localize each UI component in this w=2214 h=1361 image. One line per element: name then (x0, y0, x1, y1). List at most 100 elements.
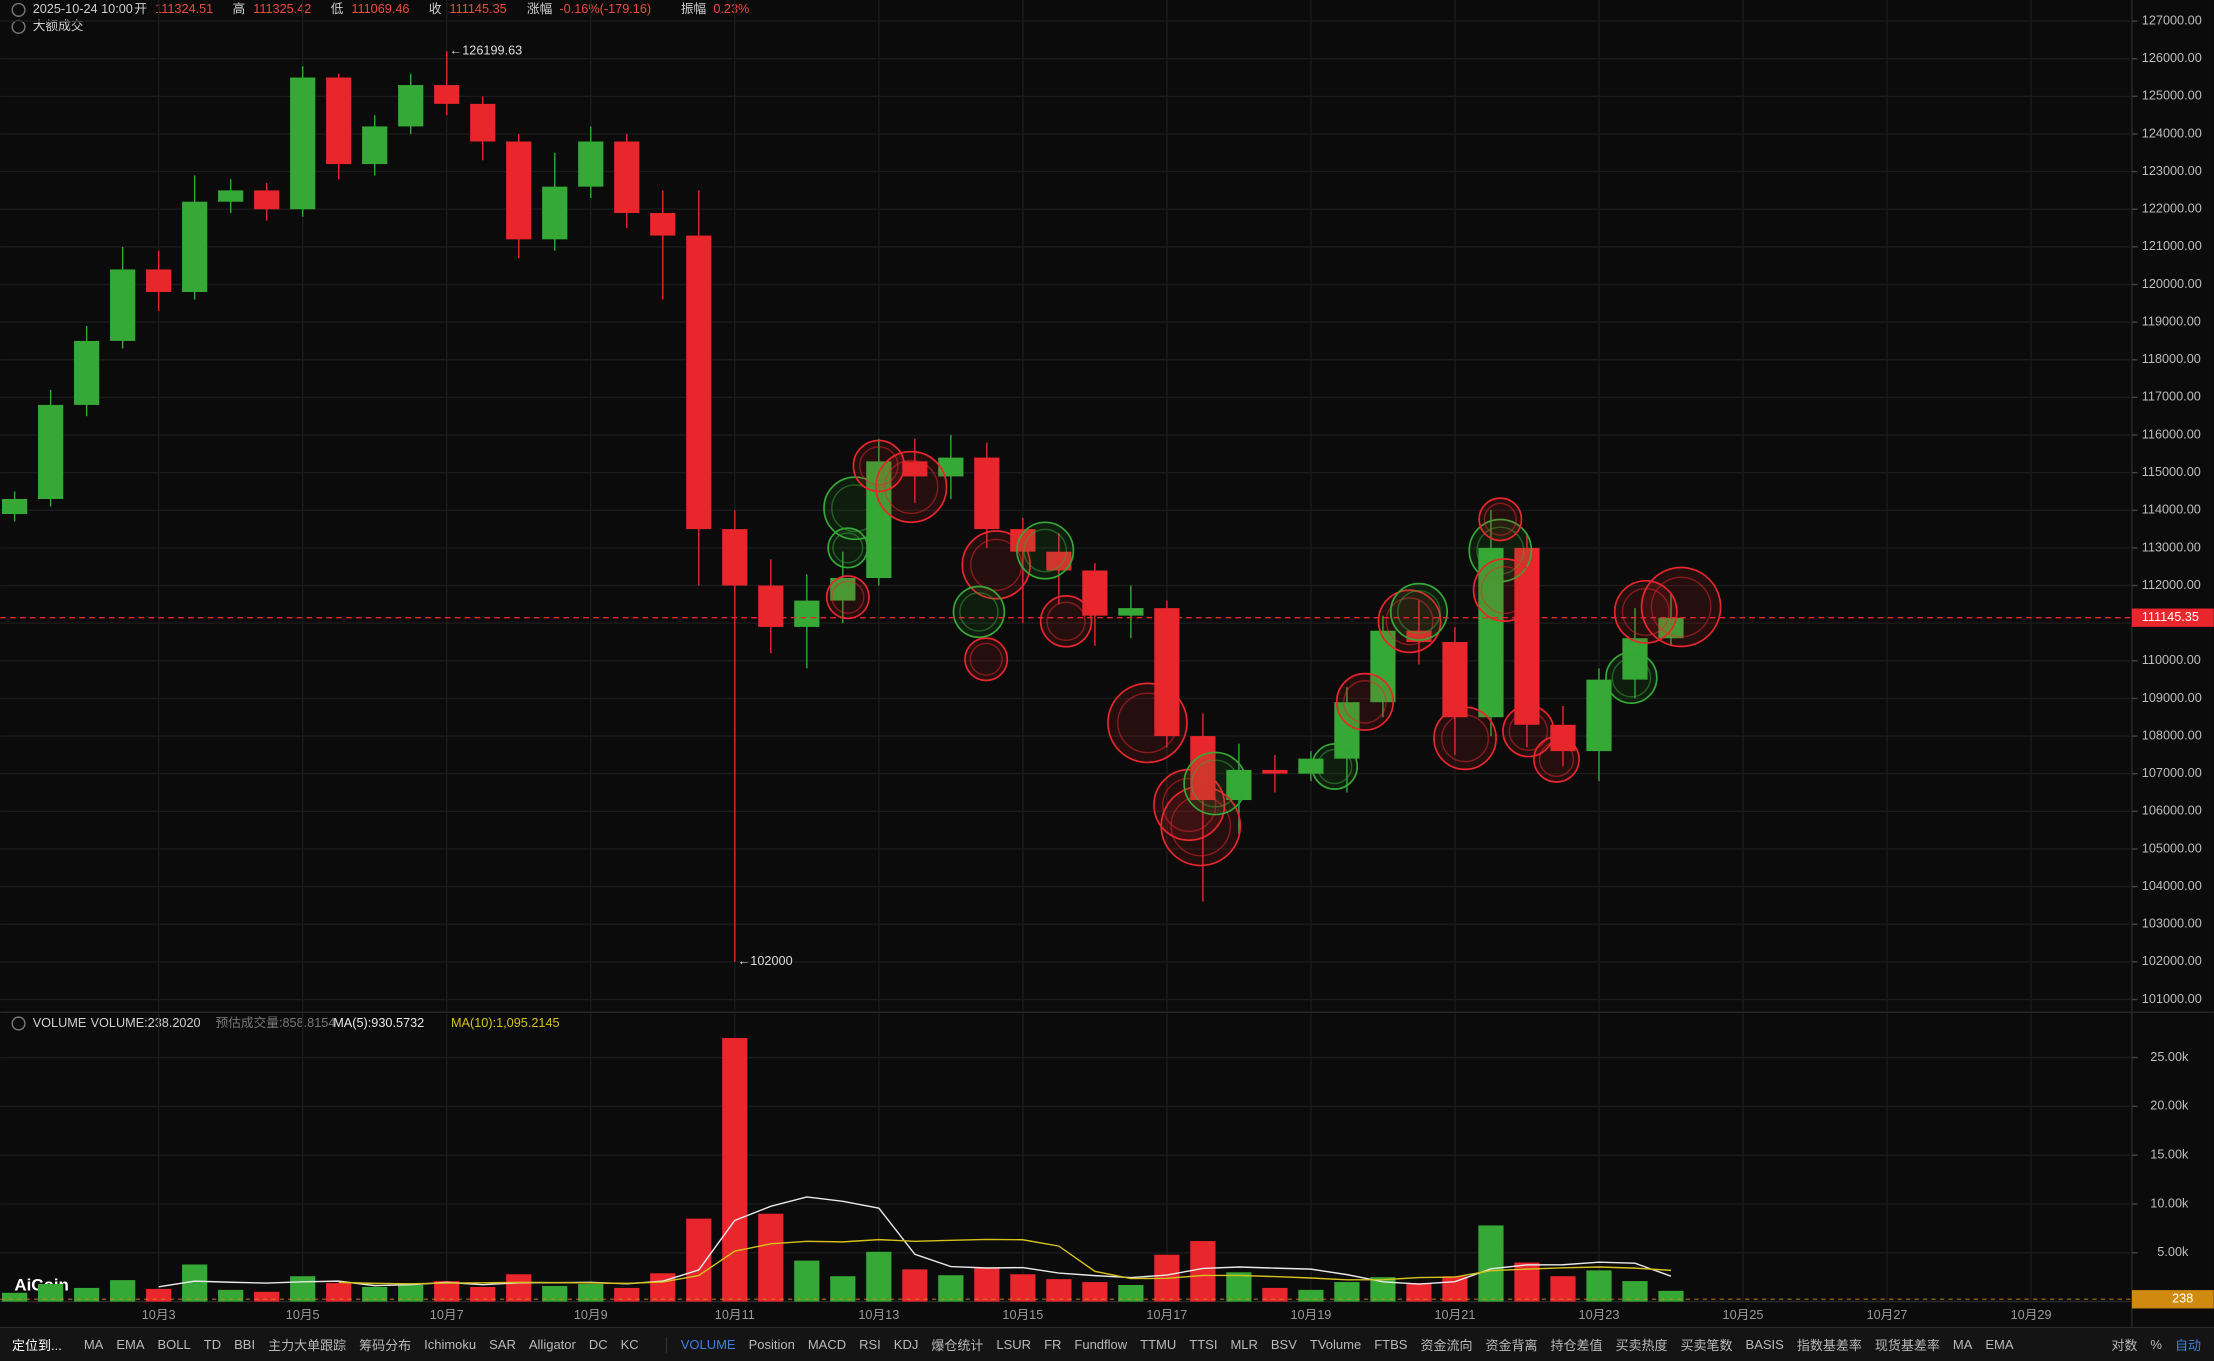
x-tick-label: 10月27 (1867, 1308, 1908, 1322)
large-trade-bubble (1640, 566, 1722, 648)
scale-option[interactable]: 自动 (2174, 1338, 2201, 1353)
volume-bar (326, 1283, 352, 1302)
large-trade-ring (1397, 590, 1441, 634)
collapse-icon[interactable] (11, 1016, 26, 1031)
header-label: 低 (331, 2, 344, 16)
large-trade-ring (1046, 601, 1086, 642)
indicator-tab[interactable]: 爆仓统计 (931, 1338, 984, 1353)
chart: 2025-10-24 10:00 大额成交 VOLUME AiCoin 开111… (0, 0, 2214, 1327)
large-trade-bubble (1377, 589, 1442, 654)
y-tick-label: 116000.00 (2142, 427, 2201, 441)
volume-legend: 预估成交量:858.8154 (216, 1015, 336, 1030)
large-trade-bubble (1016, 521, 1075, 580)
large-trade-ring (1191, 759, 1240, 808)
large-trade-bubble (1311, 743, 1359, 790)
indicator-tab[interactable]: MACD (807, 1337, 847, 1352)
candle-body (794, 600, 820, 627)
header-label: 高 (232, 1, 245, 16)
volume-bar (146, 1288, 172, 1302)
y-tick-label: 106000.00 (2142, 804, 2202, 818)
indicator-tab[interactable]: Alligator (528, 1337, 576, 1352)
y-tick-label: 119000.00 (2142, 314, 2201, 328)
indicator-tab[interactable]: 资金流向 (1420, 1338, 1473, 1353)
indicator-tab[interactable]: RSI (859, 1337, 881, 1352)
indicator-tab[interactable]: Position (748, 1337, 795, 1352)
indicator-tab[interactable]: FTBS (1374, 1337, 1408, 1352)
indicator-tab[interactable]: 买卖笔数 (1680, 1338, 1733, 1353)
large-trade-bubble (827, 527, 869, 569)
header-label: 开 (134, 2, 147, 16)
large-trade-bubble (1183, 751, 1248, 816)
scale-option[interactable]: % (2150, 1337, 2162, 1352)
header-label: 收 (429, 2, 442, 16)
large-trade-ring (969, 642, 1003, 676)
last-volume-label: 238 (2172, 1292, 2193, 1306)
large-trade-bubble (1335, 672, 1395, 731)
indicator-tab[interactable]: BBI (234, 1337, 256, 1352)
indicator-tab[interactable]: EMA (116, 1337, 145, 1352)
indicator-tab[interactable]: KC (620, 1337, 639, 1352)
y-tick-label: 123000.00 (2142, 164, 2202, 178)
indicator-tab[interactable]: VOLUME (680, 1337, 736, 1352)
x-tick-label: 10月17 (1146, 1308, 1187, 1322)
indicator-tab[interactable]: 持仓差值 (1550, 1338, 1603, 1353)
indicator-tab[interactable]: Ichimoku (424, 1337, 477, 1352)
collapse-icon[interactable] (11, 2, 26, 17)
x-tick-label: 10月13 (858, 1308, 899, 1322)
indicator-tab[interactable]: MA (83, 1337, 104, 1352)
volume-bar (542, 1285, 568, 1302)
indicator-tab[interactable]: KDJ (893, 1337, 919, 1352)
indicator-tab[interactable]: TVolume (1309, 1337, 1362, 1352)
overlay-label: 大额成交 (33, 18, 84, 33)
candle-body (1586, 679, 1612, 752)
indicator-tab[interactable]: TTMU (1140, 1337, 1177, 1352)
indicator-tab[interactable]: 现货基差率 (1874, 1338, 1940, 1353)
indicator-tab[interactable]: EMA (1985, 1337, 2014, 1352)
candle-body (1118, 608, 1144, 616)
large-trade-bubble (1478, 497, 1523, 542)
indicator-tab[interactable]: BOLL (157, 1337, 191, 1352)
large-trade-ring (1441, 714, 1490, 763)
locate-button[interactable]: 定位到... (12, 1338, 62, 1353)
indicator-tab[interactable]: TD (203, 1337, 222, 1352)
volume-bar (578, 1284, 604, 1302)
large-trade-ring (1117, 692, 1178, 754)
indicator-tab[interactable]: TTSI (1189, 1337, 1218, 1352)
candle-body (326, 77, 352, 165)
y-tick-label: 112000.00 (2142, 578, 2201, 592)
y-tick-label: 113000.00 (2142, 540, 2201, 554)
indicator-tab[interactable]: SAR (489, 1337, 516, 1352)
indicator-tab[interactable]: 筹码分布 (359, 1338, 412, 1353)
indicator-tab[interactable]: MA (1952, 1337, 1973, 1352)
indicator-tab[interactable]: 资金背离 (1485, 1338, 1538, 1353)
indicator-tab[interactable]: FR (1044, 1337, 1062, 1352)
y-tick-label: 108000.00 (2142, 728, 2202, 742)
x-tick-label: 10月15 (1002, 1308, 1043, 1322)
candle-body (902, 461, 928, 477)
indicator-tab[interactable]: 买卖热度 (1615, 1338, 1668, 1353)
large-trade-bubble (825, 575, 870, 620)
indicator-tab[interactable]: LSUR (996, 1337, 1032, 1352)
scale-option[interactable]: 对数 (2111, 1338, 2138, 1353)
indicator-tab[interactable]: MLR (1230, 1337, 1258, 1352)
candle-body (434, 85, 460, 104)
candle-body (542, 186, 568, 240)
candle-body (146, 269, 172, 293)
indicator-tab[interactable]: BSV (1270, 1337, 1297, 1352)
volume-bar (974, 1267, 1000, 1302)
large-trade-ring (1611, 657, 1652, 698)
y-tick-label: 114000.00 (2142, 503, 2201, 517)
indicator-tab[interactable]: BASIS (1745, 1337, 1784, 1352)
indicator-tab[interactable]: Fundflow (1074, 1337, 1128, 1352)
indicator-tab[interactable]: DC (588, 1337, 608, 1352)
indicator-tab[interactable]: 主力大单跟踪 (268, 1338, 347, 1353)
indicator-tab[interactable]: 指数基差率 (1796, 1338, 1862, 1353)
y-tick-label: 101000.00 (2142, 992, 2202, 1006)
volume-bar (722, 1038, 748, 1302)
extreme-label: 126199.63 (462, 44, 522, 58)
volume-legend: VOLUME:238.2020 (91, 1016, 201, 1030)
candle-body (1154, 608, 1180, 737)
header-label: 振幅 (681, 2, 707, 16)
background (0, 0, 2214, 1327)
y-tick-label: 103000.00 (2142, 917, 2202, 931)
